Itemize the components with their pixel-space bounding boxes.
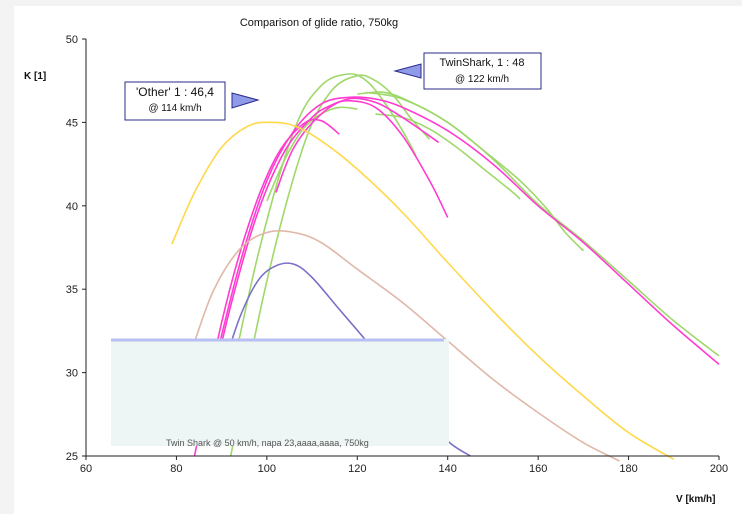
twinshark-callout-line2: @ 122 km/h: [455, 74, 509, 85]
series-line-11: [171, 121, 675, 460]
x-tick-label: 120: [348, 463, 366, 475]
chart-frame: Comparison of glide ratio, 750kg K [1] V…: [14, 6, 742, 514]
series-line-12: [189, 230, 620, 462]
x-tick-label: 80: [170, 463, 182, 475]
twinshark-callout: TwinShark, 1 : 48 @ 122 km/h: [393, 52, 542, 90]
y-tick-label: 25: [66, 451, 78, 463]
other-callout-line1: 'Other' 1 : 46,4: [136, 85, 214, 99]
series-line-10: [275, 97, 440, 193]
y-tick-label: 30: [66, 368, 78, 380]
x-tick-label: 180: [619, 463, 637, 475]
legend-fragment: Twin Shark @ 50 km/h, napa 23,aaaa,aaaa,…: [166, 438, 369, 448]
series-line-6: [366, 91, 720, 357]
y-tick-label: 40: [66, 201, 78, 213]
y-tick-label: 35: [66, 284, 78, 296]
twinshark-callout-arrow: [393, 63, 422, 79]
x-tick-label: 100: [258, 463, 276, 475]
x-tick-label: 160: [529, 463, 547, 475]
x-tick-label: 140: [439, 463, 457, 475]
twinshark-callout-line1: TwinShark, 1 : 48: [440, 57, 525, 69]
other-callout-arrow: [231, 92, 260, 109]
series-line-3: [266, 106, 358, 202]
x-tick-label: 60: [80, 463, 92, 475]
x-tick-label: 200: [710, 463, 728, 475]
chart-title: Comparison of glide ratio, 750kg: [240, 17, 398, 29]
series-line-8: [202, 99, 449, 423]
other-callout-box: [124, 81, 226, 121]
other-callout-line2: @ 114 km/h: [148, 103, 201, 114]
other-callout: 'Other' 1 : 46,4 @ 114 km/h: [124, 81, 260, 121]
axis-group: 25 30 35 40 45 50 60 80 100 120 140 160 180 200: [66, 34, 728, 475]
x-axis-title: V [km/h]: [676, 494, 715, 505]
legend-cover: [111, 339, 449, 446]
twinshark-callout-box: [423, 52, 542, 90]
series-line-7: [211, 96, 720, 373]
y-tick-label: 45: [66, 117, 78, 129]
series-line-5: [375, 113, 521, 200]
y-tick-label: 50: [66, 34, 78, 46]
glide-ratio-chart: Comparison of glide ratio, 750kg K [1] V…: [24, 17, 728, 505]
y-axis-title: K [1]: [24, 71, 46, 82]
